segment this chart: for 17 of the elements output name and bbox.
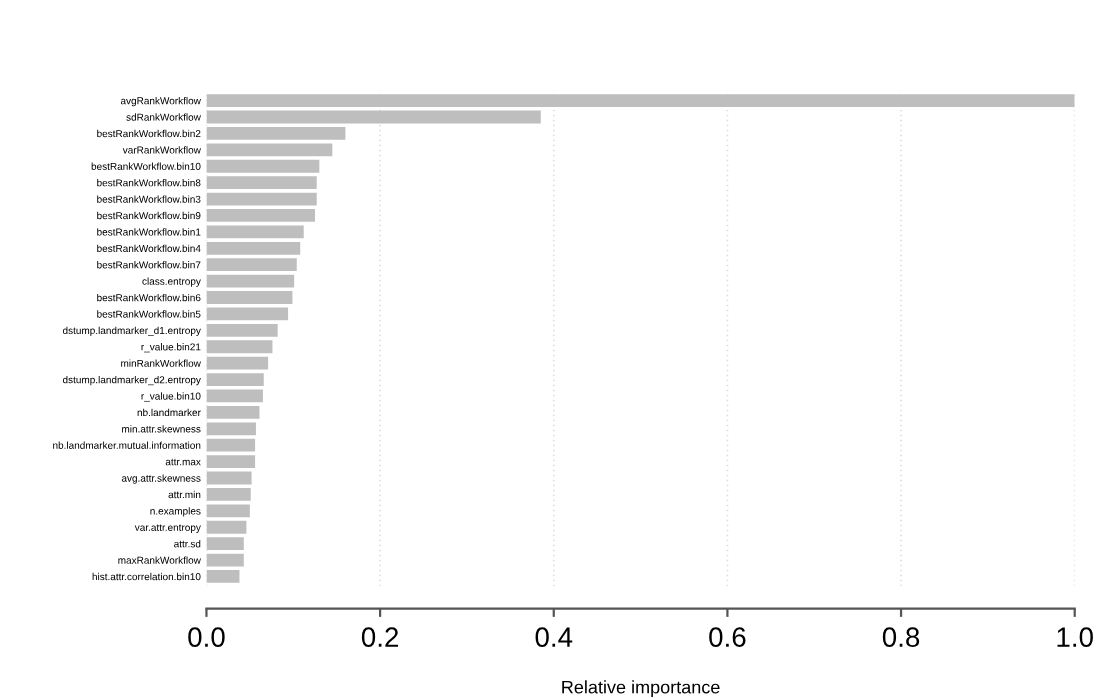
bar	[206, 570, 240, 583]
bar	[206, 471, 252, 485]
x-tick-label: 0.0	[188, 627, 225, 647]
x-tick-label: 0.6	[709, 627, 746, 647]
bar	[206, 389, 263, 403]
bar	[206, 291, 293, 304]
x-tick-label: 1.0	[1057, 627, 1093, 647]
x-axis-title: Relative importance	[562, 680, 720, 698]
bar	[206, 274, 295, 288]
x-tick-label: 0.8	[882, 627, 920, 647]
bar	[206, 307, 289, 321]
bar	[206, 94, 1075, 107]
bar	[206, 553, 244, 567]
x-tick-label: 0.4	[535, 627, 573, 647]
x-tick-label: 0.2	[361, 627, 399, 647]
bar	[206, 110, 541, 124]
bar	[206, 192, 317, 206]
